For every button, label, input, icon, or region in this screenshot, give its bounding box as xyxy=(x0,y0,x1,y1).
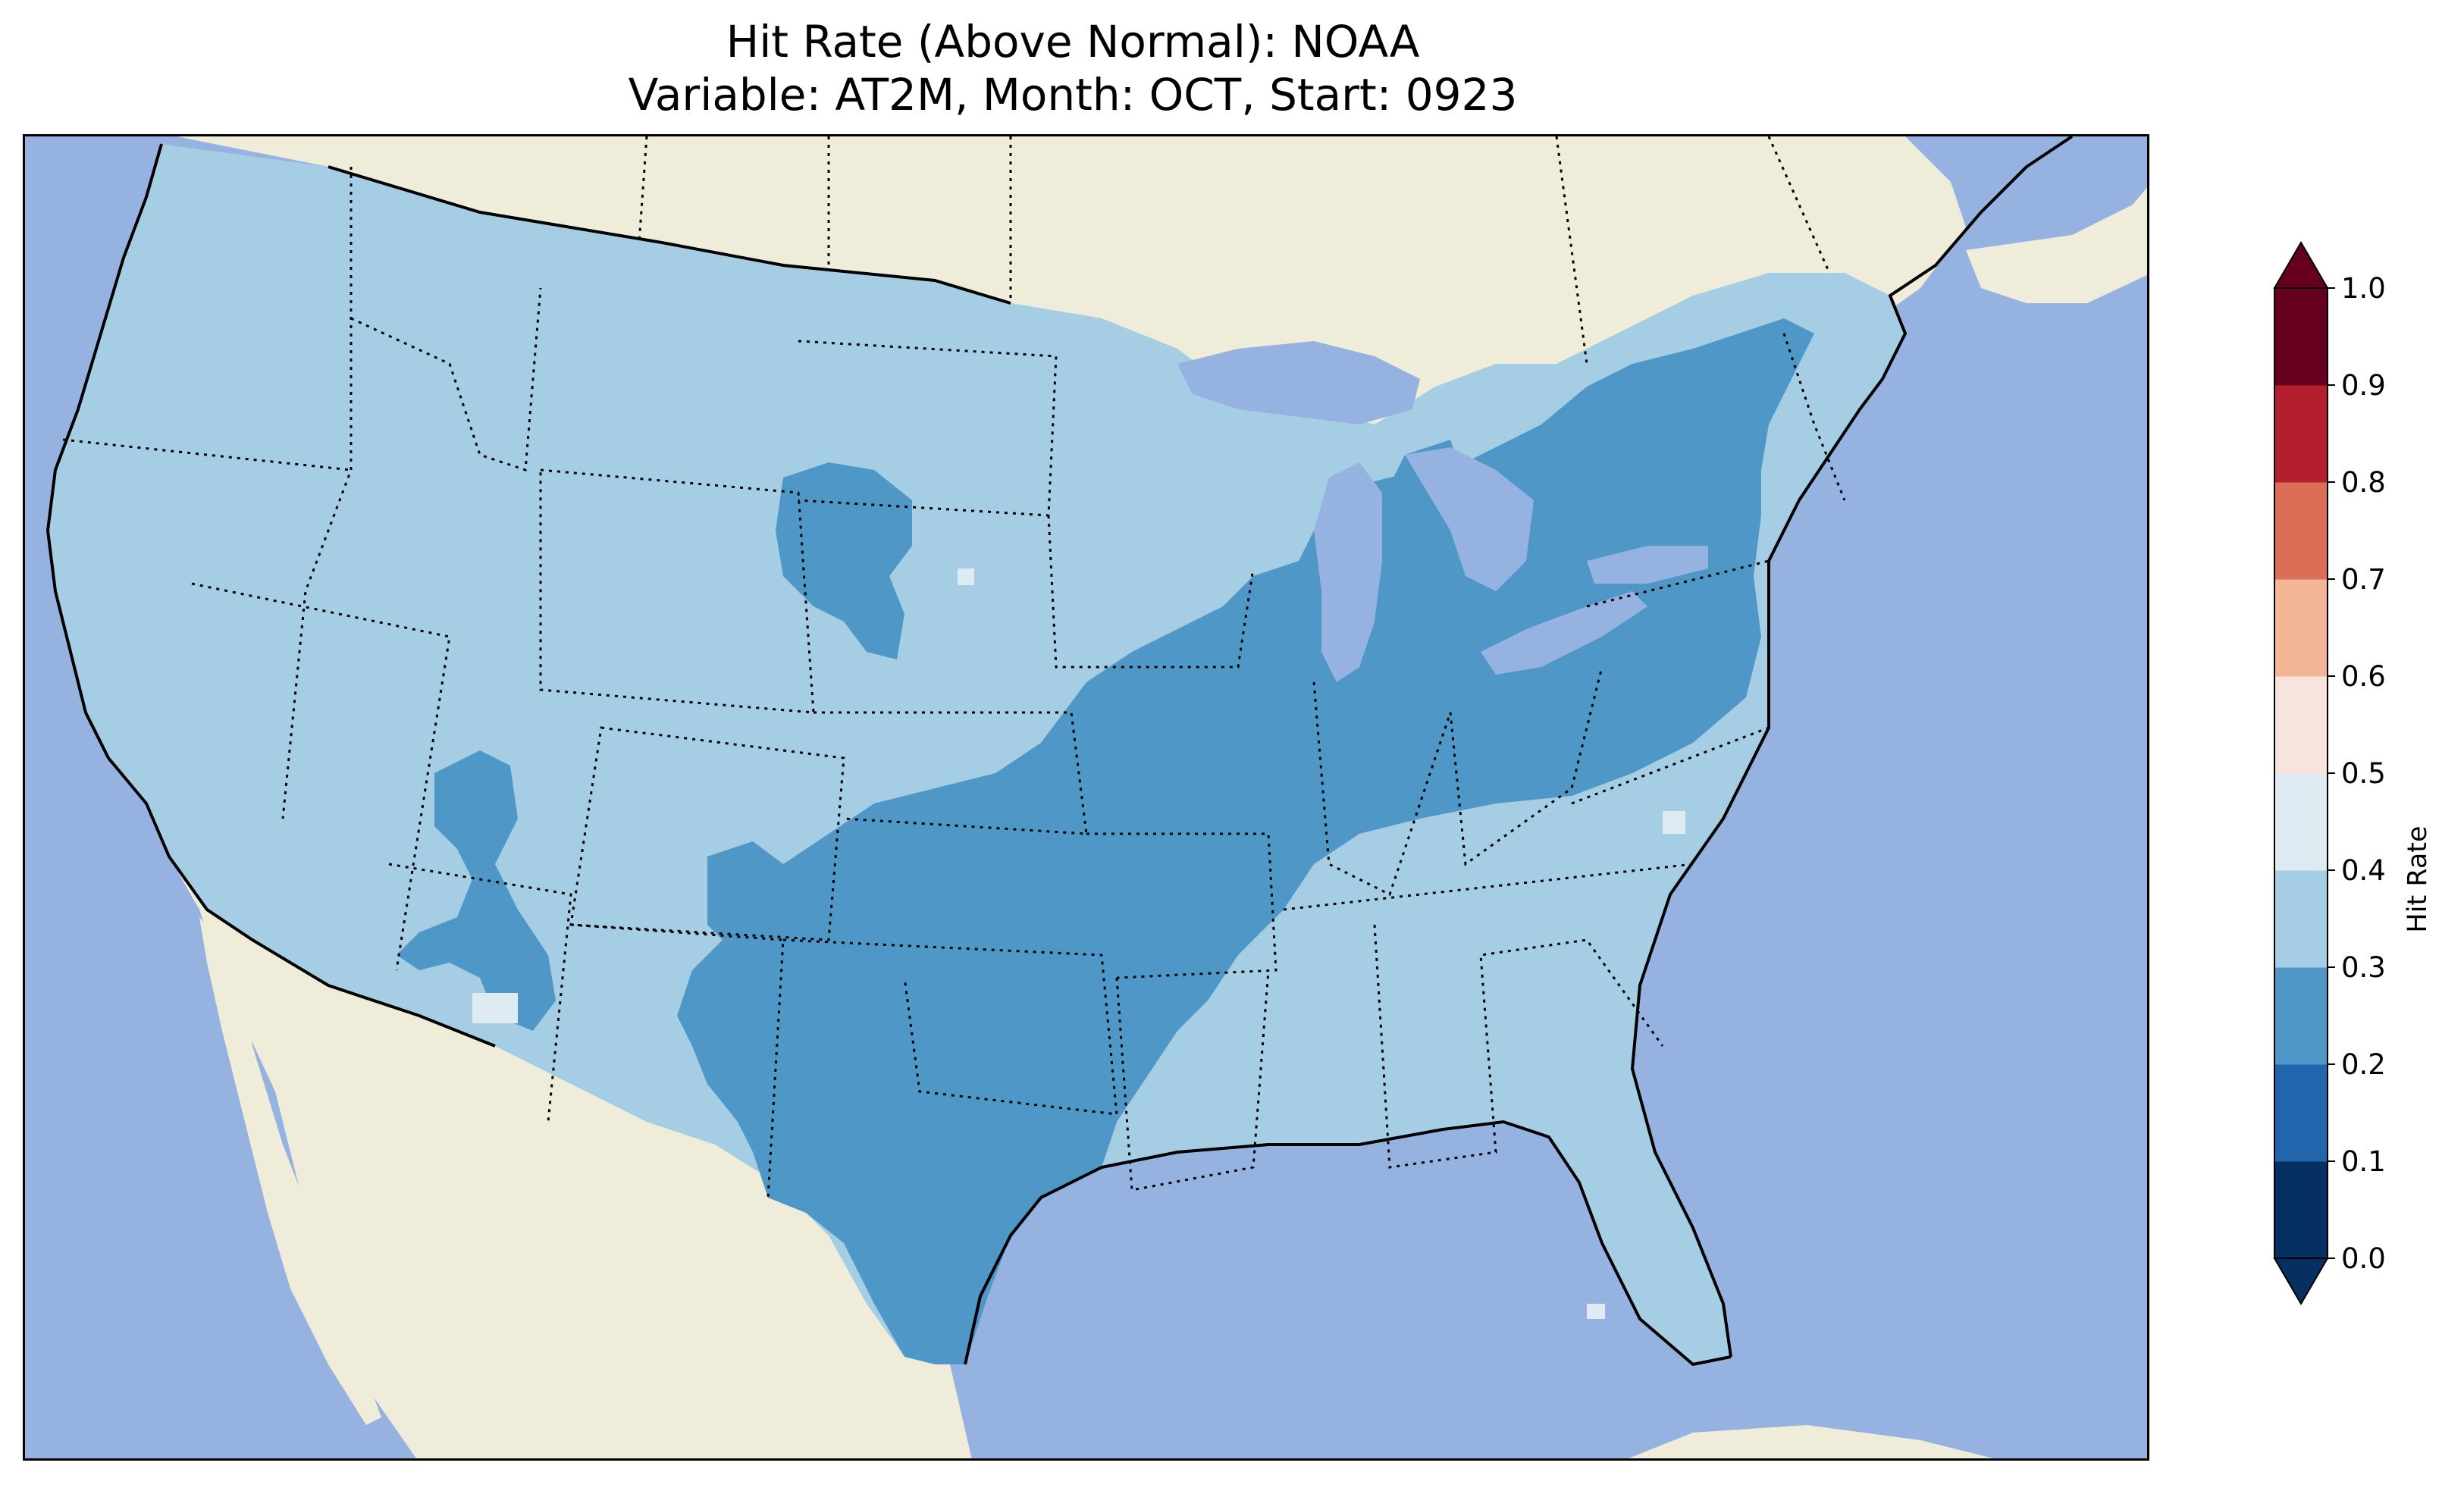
colorbar-segment xyxy=(2274,579,2328,677)
border-nm xyxy=(570,923,785,1198)
colorbar-ticks: 0.0 0.1 0.2 0.3 0.4 0.5 0.6 0.7 0.8 0.9 1.0 xyxy=(2328,272,2386,1275)
colorbar-segment xyxy=(2274,1161,2328,1259)
hitrate-0.4-0.5-patch-3 xyxy=(1587,1304,1605,1319)
border-co xyxy=(569,726,845,941)
colorbar-tick-label: 0.0 xyxy=(2341,1242,2386,1275)
coastline-atlantic xyxy=(1630,136,2074,1358)
border-la-ms xyxy=(1115,969,1270,1192)
coastline-gulf xyxy=(964,1120,1732,1367)
hitrate-0.2-0.3-utah xyxy=(397,750,556,1031)
border-canada-provinces xyxy=(638,136,1831,365)
border-ne-ks xyxy=(813,711,1088,835)
colorbar-tick-label: 0.4 xyxy=(2341,854,2386,887)
colorbar-segment xyxy=(2274,482,2328,580)
lake-huron xyxy=(1405,447,1534,591)
border-wy xyxy=(539,468,815,714)
colorbar-segment xyxy=(2274,288,2328,386)
colorbar-tick-label: 0.6 xyxy=(2341,660,2386,693)
maritimes-land xyxy=(1966,187,2147,303)
hitrate-0.4-0.5-patch-2 xyxy=(1663,811,1685,834)
lake-ontario xyxy=(1587,546,1708,584)
map-title-line2: Variable: AT2M, Month: OCT, Start: 0923 xyxy=(628,69,1518,121)
border-mo-ar xyxy=(1086,832,1277,979)
border-mn-ia xyxy=(1047,515,1255,669)
lake-michigan xyxy=(1314,462,1382,682)
colorbar-tick-label: 0.7 xyxy=(2341,563,2386,596)
colorbar-segment xyxy=(2274,385,2328,483)
lake-erie xyxy=(1481,591,1647,675)
colorbar-segment xyxy=(2274,1064,2328,1162)
us-canada-border xyxy=(328,165,1011,305)
map-title-line1: Hit Rate (Above Normal): NOAA xyxy=(726,16,1420,67)
border-dakotas xyxy=(798,340,1058,517)
colorbar-tick-label: 0.9 xyxy=(2341,369,2386,402)
hitrate-0.2-0.3-dakota xyxy=(776,462,912,659)
colorbar-extend-max xyxy=(2273,241,2329,289)
cuba-land xyxy=(1629,1425,1993,1458)
colorbar-tick-label: 0.3 xyxy=(2341,951,2386,984)
coastline-west xyxy=(45,143,496,1048)
coastlines xyxy=(45,136,2074,1367)
colorbar-tick-label: 0.8 xyxy=(2341,466,2386,499)
border-ky-tn xyxy=(1283,863,1694,911)
border-newengland xyxy=(1782,333,1846,501)
colorbar-tick-label: 0.2 xyxy=(2341,1048,2386,1081)
colorbar-segments xyxy=(2273,241,2329,1305)
colorbar-label: Hit Rate xyxy=(2403,825,2433,932)
colorbar-tick-label: 1.0 xyxy=(2341,272,2386,305)
colorbar-tick-label: 0.1 xyxy=(2341,1145,2386,1178)
colorbar-segment xyxy=(2274,676,2328,774)
colorbar-extend-min xyxy=(2273,1258,2329,1305)
lake-superior xyxy=(1177,341,1420,424)
border-az xyxy=(388,863,572,1123)
map-svg xyxy=(25,136,2147,1458)
baja-land xyxy=(199,917,381,1425)
border-il-in-oh xyxy=(1312,666,1603,897)
map-panel xyxy=(23,134,2149,1461)
colorbar-segment xyxy=(2274,773,2328,871)
colorbar-tick-label: 0.5 xyxy=(2341,757,2386,790)
colorbar: 0.0 0.1 0.2 0.3 0.4 0.5 0.6 0.7 0.8 0.9 1.0 Hit Ra… xyxy=(2273,241,2433,1305)
border-va-nc xyxy=(1571,726,1770,805)
state-borders xyxy=(62,136,1846,1198)
colorbar-segment xyxy=(2274,967,2328,1065)
colorbar-segment xyxy=(2274,870,2328,968)
mexico-land xyxy=(169,857,972,1458)
hitrate-0.2-0.3-colorado xyxy=(707,841,813,955)
hitrate-0.4-0.5-patch-1 xyxy=(472,993,518,1023)
border-al-ga xyxy=(1373,924,1664,1169)
hitrate-0.4-0.5-patch-4 xyxy=(958,568,974,585)
